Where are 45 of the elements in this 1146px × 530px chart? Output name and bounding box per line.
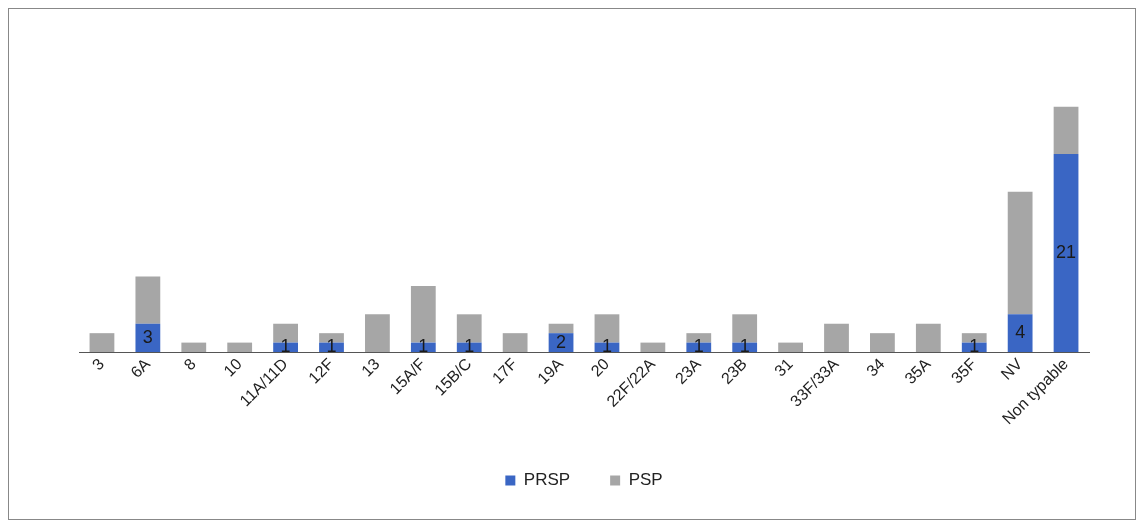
data-label: 1 <box>464 336 475 357</box>
bar <box>915 323 941 353</box>
bar <box>824 323 849 353</box>
x-tick-label: 23B <box>717 355 750 388</box>
x-tick-label: 19A <box>534 354 567 388</box>
data-label: 1 <box>693 336 704 357</box>
data-label: 1 <box>969 336 980 357</box>
bar <box>89 333 115 353</box>
x-tick-label: 13 <box>358 354 383 380</box>
data-label: 1 <box>739 336 750 357</box>
x-tick-label: 17F <box>488 354 521 387</box>
x-tick-label: 6A <box>127 354 154 381</box>
data-label: 1 <box>280 336 291 357</box>
bar <box>870 333 895 353</box>
bar <box>548 323 574 334</box>
bar <box>1053 106 1079 154</box>
x-tick-label: 8 <box>180 354 200 374</box>
x-tick-label: 35A <box>901 354 934 388</box>
data-label: 1 <box>418 336 429 357</box>
x-tick-label: 3 <box>88 354 108 374</box>
bar <box>135 276 161 324</box>
x-tick-label: 23A <box>671 354 705 388</box>
data-label: 4 <box>1015 322 1026 343</box>
data-label: 2 <box>556 331 567 352</box>
x-tick-label: 34 <box>863 354 888 380</box>
data-label: 1 <box>326 336 337 357</box>
data-label: 3 <box>142 326 153 347</box>
bar <box>227 342 253 353</box>
x-tick-label: 12F <box>305 354 337 387</box>
bar <box>1053 153 1079 353</box>
data-label: 1 <box>601 336 612 357</box>
bar <box>365 314 390 353</box>
bar <box>502 333 528 353</box>
x-tick-label: 20 <box>587 354 613 380</box>
x-tick-label: NV <box>997 354 1026 383</box>
bar <box>1007 314 1033 353</box>
bar <box>640 342 666 353</box>
legend-label: PRSP <box>523 470 571 490</box>
x-tick-label: 10 <box>220 354 245 380</box>
legend-label: PSP <box>628 470 663 490</box>
data-label: 21 <box>1056 241 1077 262</box>
bar <box>778 342 803 353</box>
x-tick-label: 35F <box>947 354 980 387</box>
bar <box>181 342 207 353</box>
bar <box>1007 191 1033 315</box>
